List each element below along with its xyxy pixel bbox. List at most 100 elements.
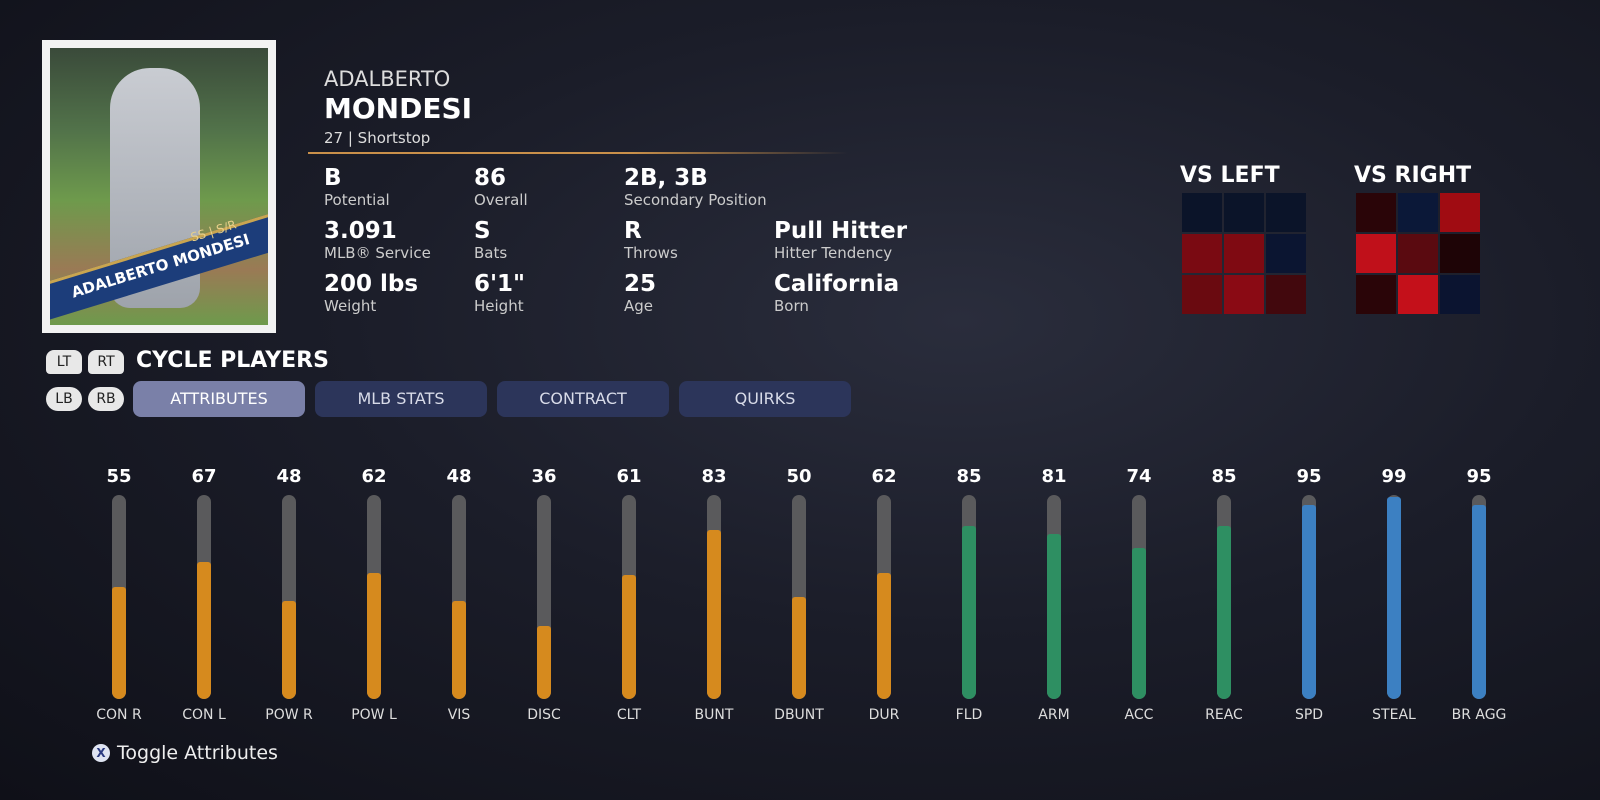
zone-cell [1182, 193, 1222, 232]
bar [1472, 505, 1486, 699]
attribute-name: CON R [96, 707, 142, 723]
tab[interactable]: CONTRACT [497, 381, 669, 417]
zone-cell [1440, 193, 1480, 232]
bumper-button[interactable]: LB [46, 387, 82, 411]
info-value: California [774, 271, 900, 297]
bar [537, 625, 551, 699]
info-label: Height [474, 297, 524, 315]
bar [877, 572, 891, 699]
bar [1132, 548, 1146, 699]
attribute-value: 62 [361, 466, 387, 487]
bar [282, 601, 296, 699]
subtitle: 27 | Shortstop [324, 129, 431, 147]
bar [452, 601, 466, 699]
zone-title: VS RIGHT [1354, 163, 1472, 188]
zone-cell [1440, 275, 1480, 314]
tab[interactable]: QUIRKS [679, 381, 851, 417]
bar [197, 562, 211, 699]
zone-cell [1398, 193, 1438, 232]
info-label: Age [624, 297, 654, 315]
zone-cell [1266, 234, 1306, 273]
attribute-value: 48 [446, 466, 472, 487]
attribute-value: 85 [956, 466, 982, 487]
attribute-value: 85 [1211, 466, 1237, 487]
info-label: Weight [324, 297, 377, 315]
info-value: 200 lbs [324, 271, 419, 297]
info-label: Bats [474, 244, 508, 262]
zone-cell [1398, 234, 1438, 273]
info-value: Pull Hitter [774, 218, 908, 244]
zone-cell [1440, 234, 1480, 273]
footer-label: Toggle Attributes [117, 742, 278, 764]
player-card: ADALBERTO MONDESI SS | S/R [42, 40, 276, 333]
info-value: B [324, 165, 342, 191]
zone-title: VS LEFT [1180, 163, 1280, 188]
bar [1047, 533, 1061, 699]
bar [112, 586, 126, 699]
zone-cell [1182, 234, 1222, 273]
info-label: Secondary Position [624, 191, 767, 209]
attribute-name: FLD [955, 707, 983, 723]
first-name: ADALBERTO [324, 67, 451, 91]
shoulder-button[interactable]: LT [46, 350, 82, 374]
attribute-name: DBUNT [774, 707, 824, 723]
info-label: MLB® Service [324, 244, 431, 262]
zone-cell [1182, 275, 1222, 314]
zone-cell [1224, 193, 1264, 232]
attribute-value: 99 [1381, 466, 1407, 487]
info-value: S [474, 218, 491, 244]
card-photo: ADALBERTO MONDESI SS | S/R [50, 48, 268, 325]
attribute-value: 81 [1041, 466, 1067, 487]
info-label: Potential [324, 191, 390, 209]
last-name: MONDESI [324, 92, 473, 125]
attribute-value: 36 [531, 466, 557, 487]
tab[interactable]: ATTRIBUTES [133, 381, 305, 417]
bar [367, 572, 381, 699]
info-value: R [624, 218, 642, 244]
zone-cell [1224, 275, 1264, 314]
zone-cell [1266, 275, 1306, 314]
attribute-value: 55 [106, 466, 132, 487]
attribute-value: 95 [1296, 466, 1322, 487]
zone-cell [1266, 193, 1306, 232]
zone-cell [1356, 234, 1396, 273]
shoulder-button[interactable]: RT [88, 350, 124, 374]
attribute-value: 74 [1126, 466, 1152, 487]
bar [1217, 525, 1231, 699]
info-label: Born [774, 297, 809, 315]
attribute-name: REAC [1205, 707, 1243, 723]
bar [962, 525, 976, 699]
zone-cell [1224, 234, 1264, 273]
info-value: 6'1" [474, 271, 526, 297]
divider [308, 152, 848, 154]
footer-button[interactable]: X [92, 744, 110, 762]
bar [707, 529, 721, 699]
attribute-value: 95 [1466, 466, 1492, 487]
info-label: Overall [474, 191, 528, 209]
attribute-value: 50 [786, 466, 812, 487]
zone-cell [1356, 193, 1396, 232]
attribute-name: DISC [527, 707, 561, 723]
attribute-name: STEAL [1372, 707, 1416, 723]
attribute-name: DUR [868, 707, 900, 723]
bar [792, 597, 806, 699]
attribute-value: 48 [276, 466, 302, 487]
info-label: Throws [624, 244, 678, 262]
tab[interactable]: MLB STATS [315, 381, 487, 417]
info-value: 2B, 3B [624, 165, 708, 191]
bar [1302, 505, 1316, 699]
info-value: 25 [624, 271, 657, 297]
attribute-name: POW L [351, 707, 397, 723]
bumper-button[interactable]: RB [88, 387, 124, 411]
attribute-name: ARM [1038, 707, 1070, 723]
bar [622, 574, 636, 699]
info-label: Hitter Tendency [774, 244, 893, 262]
attribute-value: 67 [191, 466, 217, 487]
attribute-name: VIS [447, 707, 471, 723]
attribute-value: 62 [871, 466, 897, 487]
cycle-label: CYCLE PLAYERS [136, 348, 329, 373]
bar [1387, 497, 1401, 699]
attribute-name: CLT [616, 707, 642, 723]
attribute-value: 61 [616, 466, 642, 487]
